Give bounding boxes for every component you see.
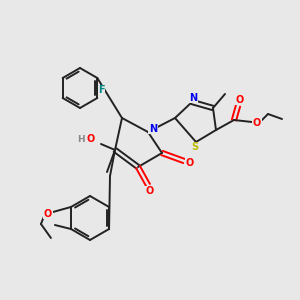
Text: O: O xyxy=(253,118,261,128)
Text: N: N xyxy=(189,93,197,103)
Text: N: N xyxy=(149,124,157,134)
Text: H: H xyxy=(77,134,85,143)
Text: O: O xyxy=(87,134,95,144)
Text: O: O xyxy=(146,186,154,196)
Text: O: O xyxy=(186,158,194,168)
Text: S: S xyxy=(191,142,199,152)
Text: O: O xyxy=(44,209,52,219)
Text: F: F xyxy=(98,85,105,95)
Text: O: O xyxy=(236,95,244,105)
